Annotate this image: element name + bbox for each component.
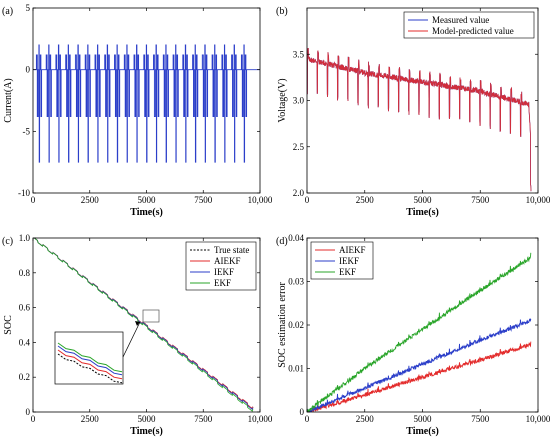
legend-label: Measured value [432, 15, 489, 25]
legend-label: IEKF [339, 256, 359, 266]
y-tick-label: 0.4 [19, 337, 31, 347]
panel-label: (b) [276, 6, 288, 17]
panel-label: (d) [276, 236, 288, 247]
panel-label: (a) [2, 6, 13, 17]
x-tick-label: 2500 [81, 195, 100, 205]
legend-label: AIEKF [339, 245, 366, 255]
x-tick-label: 2500 [356, 414, 375, 424]
y-tick-label: 0.01 [288, 364, 304, 374]
y-tick-label: 3.0 [293, 96, 305, 106]
inset-arrow [122, 321, 141, 358]
x-tick-label: 2500 [356, 195, 375, 205]
legend-box [403, 11, 535, 39]
x-tick-label: 7500 [471, 414, 490, 424]
y-tick-label: 0 [26, 65, 31, 75]
y-tick-label: 0.6 [19, 303, 31, 313]
x-tick-label: 5000 [414, 414, 433, 424]
y-tick-label: 0.02 [288, 320, 304, 330]
legend-label: IEKF [214, 267, 234, 277]
x-tick-label: 0 [31, 414, 36, 424]
y-tick-label: 3.5 [293, 49, 305, 59]
y-tick-label: 0.2 [19, 372, 30, 382]
x-tick-label: 10,000 [248, 414, 273, 424]
x-tick-label: 10,000 [526, 195, 550, 205]
legend-label: EKF [339, 267, 356, 277]
x-tick-label: 10,000 [526, 414, 550, 424]
series-ekf [33, 238, 254, 412]
panel-b: 0 2500 5000 7500 10,000 2.0 2.5 3.0 3.5 Time(s) Vo… [276, 6, 550, 218]
y-tick-label: -5 [23, 126, 31, 136]
series-ekf [307, 252, 532, 412]
series-aiekf [307, 341, 532, 412]
y-tick-label: 0.03 [288, 277, 304, 287]
y-axis-label: Voltage(V) [277, 78, 288, 122]
x-axis-label: Time(s) [130, 207, 163, 218]
x-tick-label: 0 [305, 195, 310, 205]
x-tick-label: 7500 [194, 414, 213, 424]
plot-area [33, 44, 260, 163]
y-tick-label: 1.0 [19, 233, 31, 243]
y-tick-label: 5 [26, 3, 31, 13]
legend-label: EKF [214, 278, 231, 288]
x-tick-label: 0 [31, 195, 36, 205]
y-axis-label: Current(A) [3, 78, 14, 122]
y-axis-label: SOC [3, 315, 14, 335]
panel-a: 0 2500 5000 7500 10,000 -10 -5 0 5 Time(s) Current… [2, 3, 273, 218]
zoom-region [142, 309, 160, 323]
plot-area [307, 252, 532, 412]
arrow-head [135, 321, 140, 326]
x-axis-label: Time(s) [406, 426, 439, 437]
inset-series-true-state [57, 353, 123, 384]
legend-label: Model-predicted value [432, 26, 514, 36]
legend-label: AIEKF [214, 256, 241, 266]
x-tick-label: 0 [305, 414, 310, 424]
inset-series-ekf [57, 342, 123, 373]
legend-label: True state [214, 245, 249, 255]
x-tick-label: 7500 [194, 195, 213, 205]
x-tick-label: 10,000 [248, 195, 273, 205]
x-axis-label: Time(s) [130, 426, 163, 437]
y-tick-label: 0 [300, 407, 305, 417]
x-tick-label: 7500 [471, 195, 490, 205]
x-tick-label: 5000 [138, 414, 157, 424]
y-tick-label: -10 [18, 188, 30, 198]
inset-series-iekf [57, 345, 123, 376]
x-tick-label: 5000 [138, 195, 157, 205]
y-tick-label: 2.0 [293, 188, 305, 198]
y-tick-label: 0.04 [288, 233, 304, 243]
inset-series-aiekf [57, 349, 123, 380]
y-tick-label: 2.5 [293, 142, 305, 152]
x-axis-label: Time(s) [406, 207, 439, 218]
y-axis-label: SOC estimation error [277, 282, 288, 368]
panel-label: (c) [2, 236, 13, 247]
series-current [33, 44, 260, 163]
plot-area [307, 47, 532, 192]
x-tick-label: 2500 [81, 414, 100, 424]
panel-c: 0 2500 5000 7500 10,000 0 0.2 0.4 0.6 0.8 1.0 Time(… [2, 233, 273, 437]
panel-d: 0 2500 5000 7500 10,000 0 0.01 0.02 0.03 0.04 Time… [276, 233, 550, 437]
y-tick-label: 0 [26, 407, 31, 417]
series-model [307, 47, 532, 192]
x-tick-label: 5000 [414, 195, 433, 205]
y-tick-label: 0.8 [19, 268, 31, 278]
series-iekf [307, 317, 532, 412]
